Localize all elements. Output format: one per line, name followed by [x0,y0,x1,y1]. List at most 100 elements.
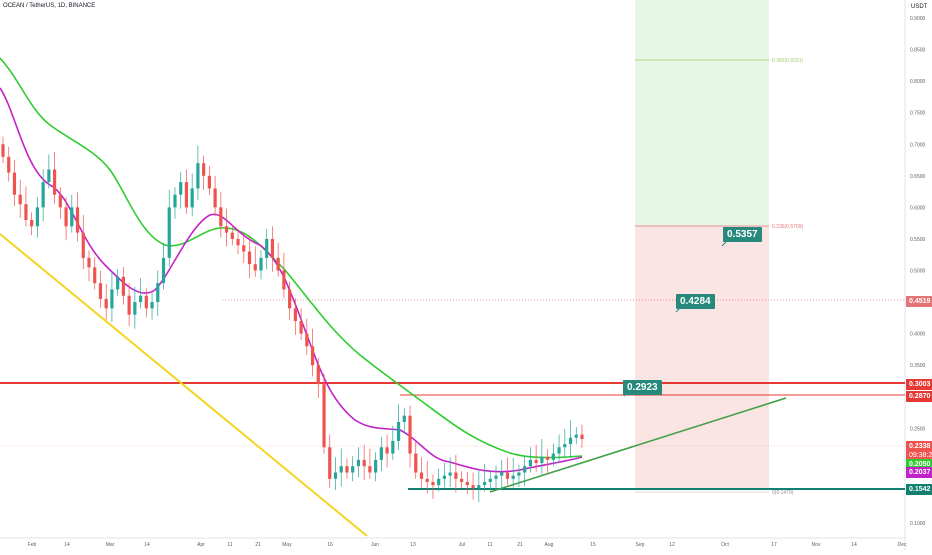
candle-body [414,453,418,473]
candle-body [24,204,28,220]
candle [339,448,343,487]
candle-body [454,472,458,479]
x-tick-label: 11 [227,542,232,548]
candle [563,428,567,459]
candle-body [345,466,349,473]
candle-body [362,459,366,467]
candle-body [219,207,223,227]
candle [528,447,533,473]
candle-body [437,478,441,486]
candle [207,165,211,195]
candle-body [574,434,578,438]
candle [1,136,5,164]
candle-body [488,478,492,482]
price-tag-ema-fast: 0.2037 [906,467,932,478]
candle-body [460,478,464,482]
candle [368,448,372,479]
candle-body [523,466,527,473]
candle [190,173,194,217]
candle-body [12,172,17,195]
candle-body [156,283,160,303]
candle-body [471,485,475,489]
x-tick-label: 17 [771,542,777,548]
candle-body [396,422,401,441]
candle [511,457,515,488]
price-tag-dotted: 0.4519 [906,296,932,307]
candle-body [580,434,584,440]
x-tick-label: Nov [812,542,821,548]
price-badge-mid[interactable]: 0.4284 [676,294,715,309]
candle [402,408,406,434]
badge-leader-3 [721,241,727,247]
candle-body [448,472,452,476]
candle [253,246,257,277]
candle-body [224,226,229,233]
candle-body [431,481,435,486]
uptrend-line [489,397,787,493]
candle-body [293,308,297,321]
x-tick-label: 15 [590,542,596,548]
candle [121,266,125,305]
base-fib-label: 0(0.1470) [772,490,794,496]
candle-body [540,456,544,464]
candle-body [379,447,383,460]
candle-body [339,466,343,473]
y-tick-label: 0.6500 [910,174,926,180]
x-tick-label: Aug [545,542,554,548]
candle-body [144,295,148,309]
candle-body [517,472,521,476]
candle [333,457,338,491]
y-tick-label: 0.8500 [910,48,926,54]
candle-body [477,485,481,489]
candle [41,169,45,222]
candle-body [270,238,275,258]
time-axis[interactable]: Feb 14 Mar 14 Apr 11 21 May 16 Jun 13 Jul 11 21 Aug 15 S… [28,542,907,548]
y-tick-label: 0.3500 [910,363,926,369]
y-tick-label: 0.6000 [910,205,926,211]
stop-zone [635,226,769,489]
candle-body [557,447,561,454]
x-tick-label: 14 [64,542,70,548]
candle [310,328,315,377]
x-tick-label: 11 [487,542,492,548]
target-zone [635,0,769,226]
candle [305,318,309,356]
candle-body [75,207,80,233]
candle-body [328,447,332,479]
candle [18,179,22,219]
x-tick-label: 14 [851,542,857,548]
candle [116,269,120,296]
candle [488,471,492,491]
candle [282,252,286,299]
candle [408,405,412,468]
candle [299,308,303,340]
candle-body [207,175,211,189]
candle-body [202,163,206,176]
candle-body [563,444,567,448]
stop-fib-label: 0.236(0.5709) [772,224,803,230]
candle [127,283,131,327]
chart-title: OCEAN / TetherUS, 1D, BINANCE [3,3,96,9]
candle [465,471,469,494]
candle [425,461,429,494]
price-tag-current: 0.2338 [906,441,932,452]
candle [179,172,183,209]
candle-body [18,194,22,205]
price-badge-top[interactable]: 0.5357 [723,227,762,242]
candle [259,250,263,280]
candle-body [173,194,177,208]
candle [288,281,292,320]
candle [202,155,206,190]
candle-body [299,321,303,334]
candle-body [236,238,240,246]
price-badge-low[interactable]: 0.2923 [623,380,662,395]
candle-body [116,276,120,290]
candle [540,439,544,475]
x-tick-label: Jun [371,542,379,548]
candle [482,464,487,492]
candle [362,444,366,481]
candle-body [546,456,550,460]
candle-body [551,453,555,460]
